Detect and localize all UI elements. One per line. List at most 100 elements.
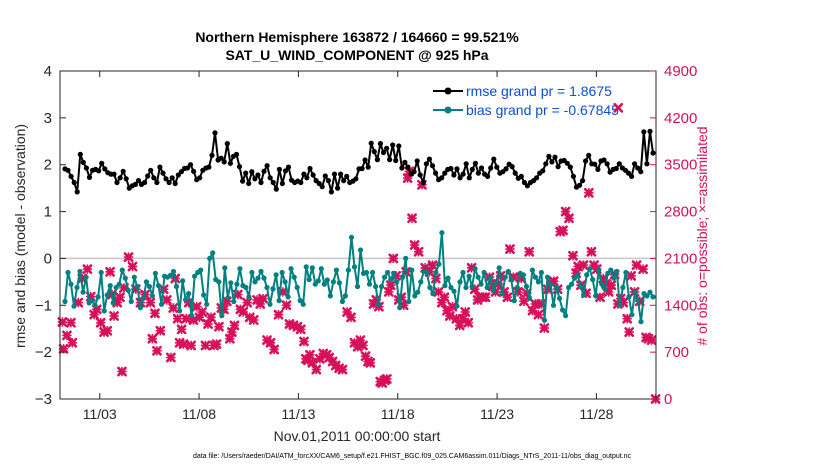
obs-count-marker bbox=[463, 317, 474, 328]
rmse-point bbox=[212, 130, 218, 136]
rmse-point bbox=[224, 141, 230, 147]
bias-point bbox=[366, 281, 373, 287]
bias-point bbox=[617, 302, 623, 308]
bias-point bbox=[481, 269, 487, 276]
rmse-point bbox=[494, 164, 500, 170]
bias-point bbox=[122, 275, 128, 281]
rmse-point bbox=[285, 164, 292, 170]
bias-point bbox=[593, 293, 599, 299]
rmse-point bbox=[71, 179, 77, 186]
bias-point bbox=[445, 275, 451, 281]
rmse-point bbox=[197, 175, 203, 181]
obs-count-marker bbox=[439, 292, 450, 303]
rmse-point bbox=[319, 184, 325, 190]
bias-point bbox=[143, 279, 149, 285]
bias-point bbox=[267, 301, 273, 307]
obs-count-marker bbox=[346, 312, 356, 323]
rmse-point bbox=[344, 173, 350, 179]
obs-count-marker bbox=[168, 303, 179, 313]
obs-count-marker bbox=[606, 280, 617, 291]
bias-point bbox=[388, 276, 394, 283]
rmse-point bbox=[74, 189, 80, 195]
bias-point bbox=[342, 293, 348, 299]
y-axis-left-ticks: −3 −2 −1 0 1 2 3 4 bbox=[35, 63, 66, 408]
bias-point bbox=[448, 284, 454, 291]
obs-count-marker bbox=[269, 344, 280, 355]
bias-point bbox=[98, 269, 104, 276]
bias-point bbox=[436, 261, 442, 267]
obs-count-marker bbox=[505, 244, 515, 254]
bias-point bbox=[608, 267, 614, 273]
bias-point bbox=[339, 298, 345, 305]
bias-point bbox=[137, 305, 143, 311]
bias-point bbox=[177, 308, 183, 314]
obs-count-marker bbox=[117, 366, 127, 377]
bias-point bbox=[183, 297, 189, 303]
rmse-point bbox=[518, 173, 524, 179]
rmse-point bbox=[546, 153, 552, 159]
bias-point bbox=[152, 270, 158, 276]
y-tick-label: 3 bbox=[44, 110, 52, 127]
bias-point bbox=[297, 298, 303, 304]
bias-point bbox=[424, 269, 430, 276]
bias-point bbox=[249, 269, 255, 276]
obs-count-marker bbox=[583, 187, 594, 198]
obs-count-marker bbox=[273, 309, 284, 320]
obs-count-marker bbox=[427, 260, 438, 271]
chart-title: Northern Hemisphere 163872 / 164660 = 99… bbox=[195, 29, 519, 45]
bias-point bbox=[189, 313, 195, 319]
rmse-point bbox=[83, 165, 89, 171]
obs-count-marker bbox=[578, 260, 589, 271]
obs-count-marker bbox=[82, 264, 93, 275]
obs-count-marker bbox=[161, 295, 172, 305]
bias-point bbox=[309, 265, 315, 271]
obs-count-marker bbox=[539, 323, 550, 333]
rmse-point bbox=[625, 170, 632, 176]
obs-count-marker bbox=[299, 336, 309, 347]
obs-count-marker bbox=[109, 311, 119, 321]
rmse-point bbox=[647, 128, 653, 134]
bias-series-line bbox=[64, 231, 654, 323]
obs-count-marker bbox=[568, 250, 578, 261]
bias-point bbox=[541, 317, 548, 323]
obs-count-marker bbox=[150, 308, 160, 319]
obs-count-marker bbox=[413, 246, 424, 257]
rmse-point bbox=[102, 166, 108, 172]
bias-point bbox=[599, 281, 605, 287]
rmse-point bbox=[279, 180, 285, 187]
obs-count-marker bbox=[460, 307, 471, 317]
bias-point bbox=[125, 287, 131, 293]
rmse-point bbox=[433, 170, 439, 176]
rmse-point bbox=[601, 157, 607, 163]
rmse-point bbox=[451, 172, 457, 178]
bias-point bbox=[270, 286, 276, 292]
bias-point bbox=[261, 275, 267, 281]
obs-count-marker bbox=[388, 253, 399, 264]
bias-point bbox=[89, 298, 95, 304]
rmse-point bbox=[377, 141, 383, 147]
rmse-point bbox=[191, 168, 197, 174]
x-axis-ticks: 11/03 11/08 11/13 11/18 11/23 11/28 bbox=[83, 71, 614, 422]
rmse-point bbox=[374, 157, 380, 163]
rmse-point bbox=[414, 158, 420, 164]
bias-point bbox=[620, 284, 626, 291]
obs-count-marker bbox=[176, 324, 187, 335]
rmse-point bbox=[368, 140, 374, 146]
bias-point bbox=[294, 284, 300, 291]
rmse-point bbox=[650, 150, 656, 156]
rmse-point bbox=[485, 173, 491, 179]
bias-point bbox=[451, 288, 457, 294]
bias-point bbox=[110, 300, 116, 306]
bias-point bbox=[427, 284, 433, 291]
obs-count-marker bbox=[105, 266, 115, 277]
bias-point bbox=[107, 283, 113, 289]
bias-point bbox=[131, 274, 137, 280]
bias-point bbox=[140, 295, 146, 301]
bias-point bbox=[370, 269, 376, 276]
bias-point bbox=[219, 313, 225, 319]
plot-marks bbox=[57, 128, 661, 404]
bias-point bbox=[487, 275, 493, 281]
rmse-point bbox=[353, 176, 359, 182]
rmse-point bbox=[555, 164, 561, 170]
